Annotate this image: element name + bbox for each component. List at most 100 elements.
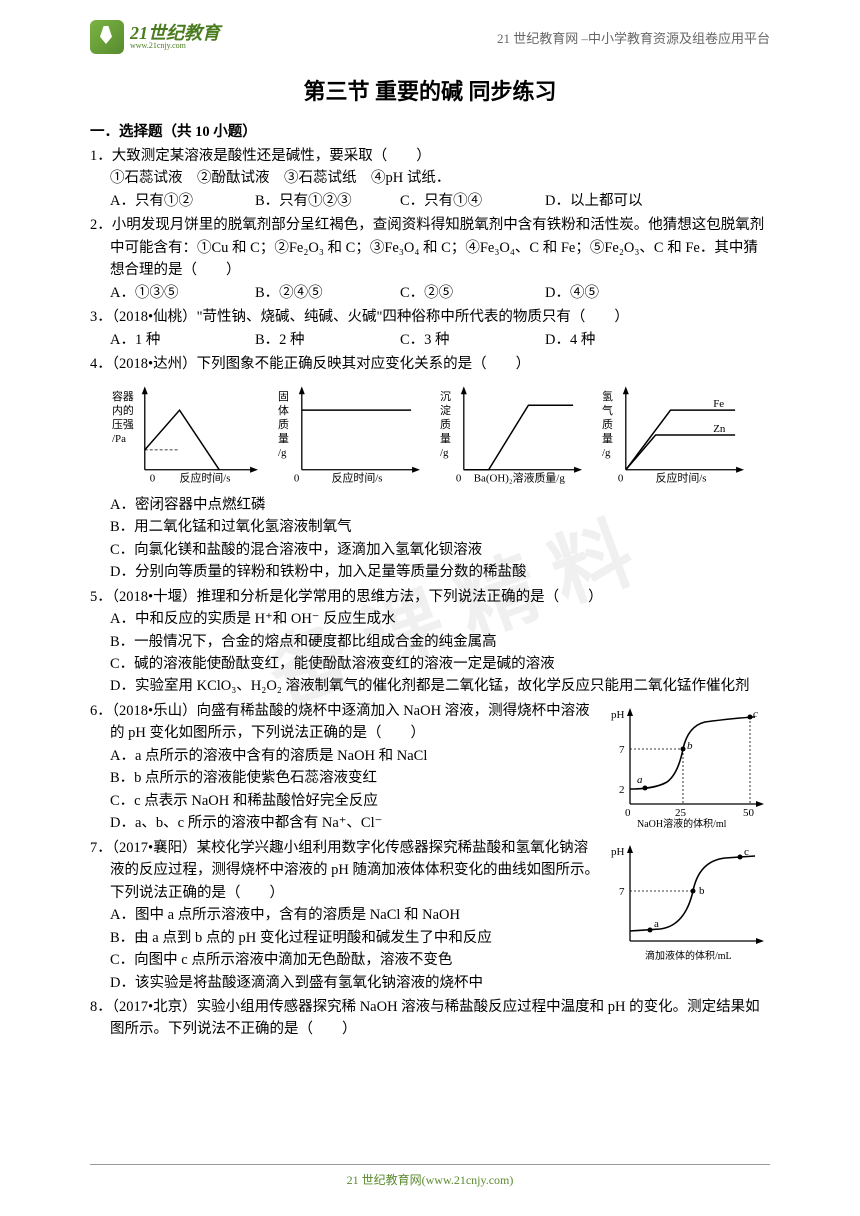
q2-opt-d: D．④⑤ — [545, 282, 690, 304]
q2-stem: 2．小明发现月饼里的脱氧剂部分呈红褐色，查阅资料得知脱氧剂中含有铁粉和活性炭。他… — [90, 214, 770, 281]
q3-options: A．1 种 B．2 种 C．3 种 D．4 种 — [90, 329, 770, 351]
svg-text:Fe: Fe — [713, 398, 724, 410]
q1-stem: 1．大致测定某溶液是酸性还是碱性，要采取（ ） — [90, 145, 770, 167]
q2-opt-a: A．①③⑤ — [110, 282, 255, 304]
svg-text:量: 量 — [602, 432, 613, 445]
q3-opt-b: B．2 种 — [255, 329, 400, 351]
logo-main-text: 21世纪教育 — [130, 24, 220, 42]
q1-opt-a: A．只有①② — [110, 190, 255, 212]
svg-text:0: 0 — [456, 472, 462, 484]
svg-text:滴加液体的体积/mL: 滴加液体的体积/mL — [645, 949, 732, 962]
svg-text:7: 7 — [619, 744, 625, 756]
section-heading: 一．选择题（共 10 小题） — [90, 120, 770, 141]
svg-text:c: c — [744, 846, 749, 858]
question-5: 5．（2018•十堰）推理和分析是化学常用的思维方法，下列说法正确的是（ ） A… — [90, 586, 770, 698]
question-8: 8．（2017•北京）实验小组用传感器探究稀 NaOH 溶液与稀盐酸反应过程中温… — [90, 996, 770, 1041]
svg-text:Ba(OH)₂溶液质量/g: Ba(OH)₂溶液质量/g — [474, 470, 566, 484]
q2-opt-c: C．②⑤ — [400, 282, 545, 304]
q4-chart-1: 容器 内的 压强 /Pa 0 反应时间/s — [110, 380, 264, 490]
svg-text:质: 质 — [602, 418, 613, 431]
logo-sub-text: www.21cnjy.com — [130, 42, 220, 50]
svg-text:50: 50 — [743, 807, 755, 819]
q4-chart-2: 固 体 质 量 /g 0 反应时间/s — [272, 380, 426, 490]
q4-opt-c: C．向氯化镁和盐酸的混合溶液中，逐滴加入氢氧化钡溶液 — [90, 539, 770, 561]
q2-opt-b: B．②④⑤ — [255, 282, 400, 304]
svg-text:/g: /g — [602, 447, 611, 459]
q3-opt-a: A．1 种 — [110, 329, 255, 351]
svg-text:pH: pH — [611, 709, 625, 721]
svg-text:NaOH溶液的体积/ml: NaOH溶液的体积/ml — [637, 817, 727, 829]
q2-options: A．①③⑤ B．②④⑤ C．②⑤ D．④⑤ — [90, 282, 770, 304]
svg-text:c: c — [753, 708, 758, 720]
svg-text:7: 7 — [619, 886, 625, 898]
svg-text:量: 量 — [440, 432, 451, 445]
svg-text:质: 质 — [440, 418, 451, 431]
svg-text:Zn: Zn — [713, 423, 726, 435]
q1-opt-b: B．只有①②③ — [255, 190, 400, 212]
q4-opt-a: A．密闭容器中点燃红磷 — [90, 494, 770, 516]
q7-opt-d: D．该实验是将盐酸逐滴滴入到盛有氢氧化钠溶液的烧杯中 — [90, 972, 770, 994]
svg-text:容器: 容器 — [112, 389, 134, 403]
q7-chart: pH 7 a b c 滴加液体的体积/mL — [605, 841, 770, 966]
q1-options: A．只有①② B．只有①②③ C．只有①④ D．以上都可以 — [90, 190, 770, 212]
svg-text:淀: 淀 — [440, 403, 451, 417]
svg-text:体: 体 — [278, 403, 289, 417]
question-2: 2．小明发现月饼里的脱氧剂部分呈红褐色，查阅资料得知脱氧剂中含有铁粉和活性炭。他… — [90, 214, 770, 304]
svg-text:氢: 氢 — [602, 389, 613, 403]
q4-opt-b: B．用二氧化锰和过氧化氢溶液制氧气 — [90, 516, 770, 538]
header-right-text: 21 世纪教育网 –中小学教育资源及组卷应用平台 — [497, 28, 770, 47]
svg-text:0: 0 — [150, 472, 156, 484]
q5-opt-c: C．碱的溶液能使酚酞变红，能使酚酞溶液变红的溶液一定是碱的溶液 — [90, 653, 770, 675]
svg-text:0: 0 — [625, 807, 631, 819]
q4-charts-row: 容器 内的 压强 /Pa 0 反应时间/s 固 体 — [90, 376, 770, 494]
logo-icon — [90, 20, 124, 54]
question-6: pH 7 2 a b c 0 25 50 NaOH溶液的体积/ml 6．（201… — [90, 700, 770, 835]
question-3: 3．（2018•仙桃）"苛性钠、烧碱、纯碱、火碱"四种俗称中所代表的物质只有（ … — [90, 306, 770, 351]
svg-text:反应时间/s: 反应时间/s — [180, 470, 231, 484]
svg-text:0: 0 — [294, 472, 300, 484]
svg-text:0: 0 — [618, 472, 624, 484]
q1-circles: ①石蕊试液 ②酚酞试液 ③石蕊试纸 ④pH 试纸． — [90, 167, 770, 189]
svg-text:a: a — [637, 774, 643, 786]
svg-text:25: 25 — [675, 807, 687, 819]
svg-text:反应时间/s: 反应时间/s — [656, 470, 707, 484]
page-footer: 21 世纪教育网(www.21cnjy.com) — [90, 1164, 770, 1188]
svg-text:/g: /g — [440, 447, 449, 459]
svg-text:内的: 内的 — [112, 403, 134, 417]
page-title: 第三节 重要的碱 同步练习 — [90, 74, 770, 106]
svg-text:质: 质 — [278, 418, 289, 431]
q5-stem: 5．（2018•十堰）推理和分析是化学常用的思维方法，下列说法正确的是（ ） — [90, 586, 770, 608]
q4-stem: 4．（2018•达州）下列图象不能正确反映其对应变化关系的是（ ） — [90, 353, 770, 375]
q1-opt-d: D．以上都可以 — [545, 190, 690, 212]
q6-chart: pH 7 2 a b c 0 25 50 NaOH溶液的体积/ml — [605, 704, 770, 829]
svg-text:反应时间/s: 反应时间/s — [332, 470, 383, 484]
svg-text:/Pa: /Pa — [112, 433, 126, 445]
logo: 21世纪教育 www.21cnjy.com — [90, 20, 220, 54]
q5-opt-d: D．实验室用 KClO₃、H₂O₂ 溶液制氧气的催化剂都是二氧化锰，故化学反应只… — [90, 675, 770, 697]
question-7: pH 7 a b c 滴加液体的体积/mL 7．（2017•襄阳）某校化学兴趣小… — [90, 837, 770, 994]
svg-text:固: 固 — [278, 390, 289, 403]
svg-text:a: a — [654, 918, 659, 930]
svg-text:2: 2 — [619, 784, 625, 796]
q1-opt-c: C．只有①④ — [400, 190, 545, 212]
content-area: 第三节 重要的碱 同步练习 一．选择题（共 10 小题） 1．大致测定某溶液是酸… — [0, 64, 860, 1041]
page-header: 21世纪教育 www.21cnjy.com 21 世纪教育网 –中小学教育资源及… — [0, 0, 860, 64]
question-1: 1．大致测定某溶液是酸性还是碱性，要采取（ ） ①石蕊试液 ②酚酞试液 ③石蕊试… — [90, 145, 770, 212]
q4-chart-4: Fe Zn 氢 气 质 量 /g 0 反应时间/s — [596, 380, 750, 490]
svg-text:量: 量 — [278, 432, 289, 445]
question-4: 4．（2018•达州）下列图象不能正确反映其对应变化关系的是（ ） 容器 内的 … — [90, 353, 770, 583]
q3-stem: 3．（2018•仙桃）"苛性钠、烧碱、纯碱、火碱"四种俗称中所代表的物质只有（ … — [90, 306, 770, 328]
svg-text:压强: 压强 — [112, 418, 134, 431]
svg-text:b: b — [699, 885, 705, 897]
svg-text:气: 气 — [602, 403, 613, 417]
svg-text:/g: /g — [278, 447, 287, 459]
svg-text:b: b — [687, 740, 693, 752]
q3-opt-d: D．4 种 — [545, 329, 690, 351]
q3-opt-c: C．3 种 — [400, 329, 545, 351]
svg-text:pH: pH — [611, 846, 625, 858]
q4-chart-3: 沉 淀 质 量 /g 0 Ba(OH)₂溶液质量/g — [434, 380, 588, 490]
q5-opt-a: A．中和反应的实质是 H⁺和 OH⁻ 反应生成水 — [90, 608, 770, 630]
q4-opt-d: D．分别向等质量的锌粉和铁粉中，加入足量等质量分数的稀盐酸 — [90, 561, 770, 583]
svg-text:沉: 沉 — [440, 390, 451, 403]
q8-stem: 8．（2017•北京）实验小组用传感器探究稀 NaOH 溶液与稀盐酸反应过程中温… — [90, 996, 770, 1041]
